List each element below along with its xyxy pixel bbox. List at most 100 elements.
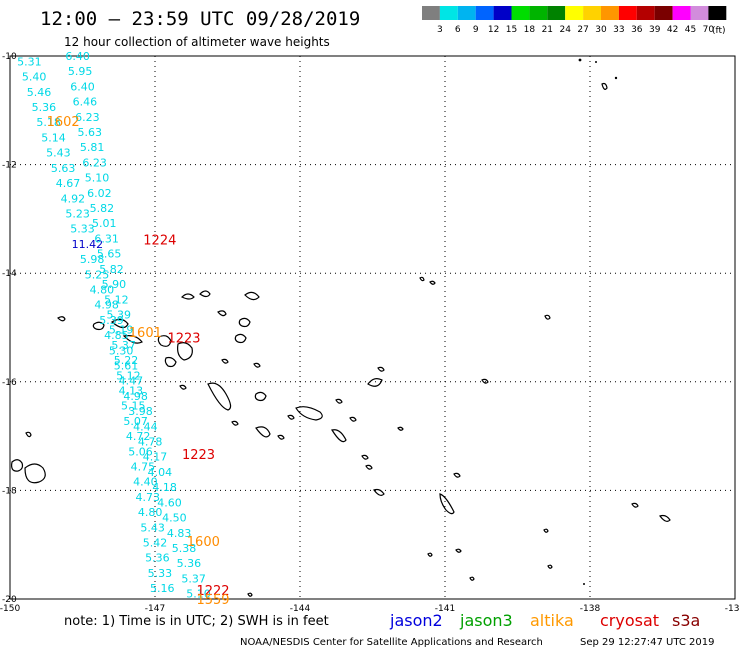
wave-height-label: 5.46 [27,86,52,99]
colorbar-swatch [618,6,637,20]
small-islet-dots [578,58,618,585]
colorbar-swatch [547,6,566,20]
colorbar-swatch [583,6,601,20]
wave-height-label: 11.42 [72,238,104,251]
wave-height-label: 5.33 [148,567,173,580]
island-shape [199,290,211,298]
colorbar-tick-label: 15 [506,25,517,35]
wave-height-label: 4.78 [138,436,163,449]
colorbar-tick-label: 6 [455,25,461,35]
wave-height-label: 4.67 [56,177,81,190]
island-shape [217,310,227,317]
wave-height-label: 4.98 [123,390,148,403]
colorbar-tick-label: 3 [437,25,443,35]
wave-height-label: 4.40 [133,476,158,489]
island-shape [24,463,46,484]
island-shape [254,391,267,402]
island-shape [631,502,639,508]
wave-height-label: 5.31 [17,55,42,68]
island-outlines [11,82,671,597]
colorbar-tick-label: 42 [667,25,678,35]
wave-height-label: 4.44 [133,420,158,433]
colorbar-tick-label: 18 [524,25,536,35]
island-shape [453,472,461,478]
wave-height-label: 4.50 [162,512,187,525]
island-shape [177,342,193,361]
lon-tick-label: -138 [580,604,601,614]
island-shape [92,321,105,331]
wave-height-label: 5.63 [78,126,103,139]
island-shape [377,366,385,372]
wave-height-label: 4.80 [90,283,115,296]
wave-height-label: 6.40 [70,80,95,93]
wave-height-label: 3.98 [128,405,153,418]
island-shape [659,514,671,522]
wave-height-label: 4.83 [167,527,192,540]
wave-height-label: 5.16 [150,582,175,595]
wave-height-label: 5.39 [107,308,132,321]
satellite-legend-jason2: jason2 [389,611,443,630]
island-shape [231,420,239,426]
island-shape [287,414,295,420]
island-shape [367,378,383,387]
island-shape [157,335,172,347]
satellite-legend-cryosat: cryosat [600,611,659,630]
pass-time-label: 1222 [196,584,229,599]
island-shape [122,335,143,344]
island-shape [547,564,553,569]
wave-height-label: 5.40 [22,71,47,84]
wave-height-label: 4.75 [131,461,156,474]
colorbar-swatch [654,6,673,20]
wave-height-label: 5.12 [104,293,129,306]
lat-tick-label: -18 [2,486,17,496]
lat-tick-label: -12 [2,161,17,171]
wave-height-label: 5.61 [114,360,139,373]
colorbar-swatch [601,6,619,20]
wave-height-label: 4.85 [104,329,129,342]
wave-height-label: 5.37 [111,339,136,352]
wave-height-label: 5.23 [65,207,90,220]
island-shape [481,378,489,384]
wave-height-label: 5.38 [172,542,197,555]
island-shape [373,488,385,496]
island-shape [429,280,436,285]
wave-height-label: 5.81 [80,141,105,154]
wave-height-label: 4.80 [138,506,163,519]
colorbar-tick-label: 45 [685,25,696,35]
island-shape [221,358,229,364]
colorbar-tick-label: 36 [631,25,643,35]
wave-height-label: 6.46 [73,96,98,109]
island-shape [207,382,232,411]
wave-height-label: 6.40 [65,50,90,63]
colorbar-tick-label: 12 [488,25,499,35]
lat-lon-grid [10,56,735,599]
wave-height-label: 4.92 [61,192,86,205]
island-shape [361,454,369,460]
pass-time-label: 1559 [196,593,229,608]
wave-height-label: 5.82 [90,202,115,215]
wave-height-label: 6.23 [75,111,100,124]
wave-height-label: 5.14 [41,131,66,144]
map-frame [9,55,736,600]
island-shape [244,291,260,301]
wave-height-label: 5.95 [68,65,93,78]
colorbar-swatch [672,6,691,20]
wave-height-label: 6.02 [87,187,112,200]
islet-dot [614,76,618,80]
island-shape [349,416,357,422]
wave-height-label: 6.23 [82,156,107,169]
islet-dot [583,583,585,585]
lat-tick-label: -20 [2,595,17,605]
wave-height-label: 5.01 [92,217,117,230]
pass-time-label: 1602 [47,115,80,130]
wave-height-label: 5.30 [109,344,134,357]
wave-height-label: 4.72 [126,430,151,443]
colorbar-swatch [511,6,530,20]
island-shape [439,493,455,515]
colorbar-tick-label: 70 [703,25,715,35]
colorbar-unit-label: (ft) [712,26,726,36]
pass-time-label: 1224 [143,234,176,249]
island-shape [247,592,253,597]
island-shape [335,398,343,404]
